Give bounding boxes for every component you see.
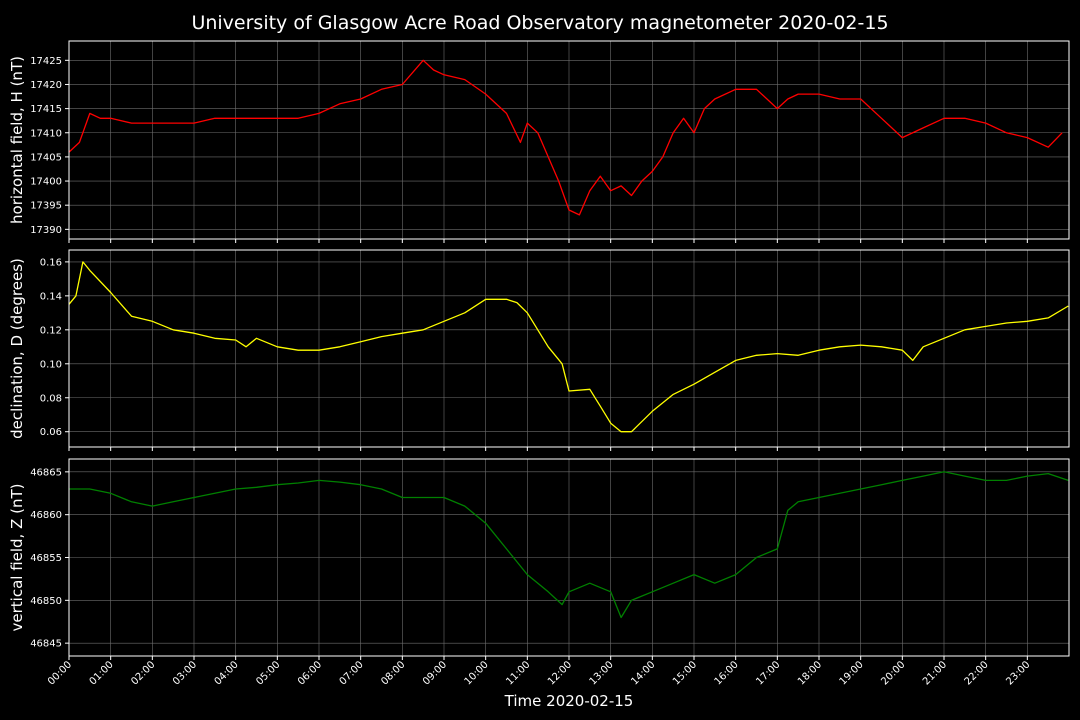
plot-frame <box>68 458 1070 657</box>
panels: 17390 17395 17400 17405 17410 17415 17420 17425… <box>8 40 1070 660</box>
series-line <box>69 471 1069 619</box>
x-tick-label: 20:00 <box>879 659 907 687</box>
y-tick-label: 17390 <box>30 225 62 236</box>
x-tick-label: 07:00 <box>338 659 366 687</box>
y-tick-label: 0.06 <box>40 427 62 438</box>
y-tick-label: 46845 <box>30 639 62 650</box>
y-tick-label: 17415 <box>30 104 62 115</box>
panel-1: 17390 17395 17400 17405 17410 17415 17420 17425… <box>8 40 1070 243</box>
x-tick-label: 12:00 <box>546 659 574 687</box>
x-tick-label: 08:00 <box>379 659 407 687</box>
x-axis-ticks: 00:00 01:00 02:00 03:00 04:00 05:00 06:00 07:00… <box>46 659 1032 687</box>
x-tick-label: 02:00 <box>129 659 157 687</box>
y-axis-label: vertical field, Z (nT) <box>8 483 26 631</box>
y-tick-label: 46865 <box>30 467 62 478</box>
x-tick-label: 19:00 <box>838 659 866 687</box>
series-line <box>68 59 1063 216</box>
y-tick-label: 17400 <box>30 177 62 188</box>
x-tick-label: 09:00 <box>421 659 449 687</box>
chart-title: University of Glasgow Acre Road Observat… <box>191 12 888 34</box>
y-tick-label: 17405 <box>30 152 62 163</box>
x-tick-label: 21:00 <box>921 659 949 687</box>
x-tick-label: 16:00 <box>713 659 741 687</box>
y-axis-label: horizontal field, H (nT) <box>8 56 26 224</box>
y-tick-label: 0.16 <box>40 257 62 268</box>
x-tick-label: 10:00 <box>463 659 491 687</box>
x-tick-label: 11:00 <box>504 659 532 687</box>
y-tick-label: 0.12 <box>40 325 62 336</box>
x-tick-label: 03:00 <box>171 659 199 687</box>
panel-3: 46845 46850 46855 46860 46865 vertical field,… <box>8 458 1070 660</box>
x-tick-label: 15:00 <box>671 659 699 687</box>
panel-2: 0.06 0.08 0.10 0.12 0.14 0.16 declination, D (… <box>8 249 1070 451</box>
y-tick-label: 0.14 <box>40 291 62 302</box>
x-tick-label: 18:00 <box>796 659 824 687</box>
x-tick-label: 17:00 <box>754 659 782 687</box>
y-tick-label: 17425 <box>30 56 62 67</box>
x-tick-label: 14:00 <box>629 659 657 687</box>
y-tick-label: 46855 <box>30 553 62 564</box>
x-tick-label: 22:00 <box>963 659 991 687</box>
x-tick-label: 23:00 <box>1004 659 1032 687</box>
series-line <box>68 261 1069 433</box>
y-tick-label: 46850 <box>30 596 62 607</box>
plot-frame <box>68 249 1070 448</box>
x-tick-label: 04:00 <box>213 659 241 687</box>
y-tick-label: 17395 <box>30 201 62 212</box>
x-tick-label: 06:00 <box>296 659 324 687</box>
y-tick-label: 0.10 <box>40 359 62 370</box>
y-tick-label: 46860 <box>30 510 62 521</box>
x-tick-label: 05:00 <box>254 659 282 687</box>
x-tick-label: 13:00 <box>588 659 616 687</box>
y-tick-label: 17410 <box>30 128 62 139</box>
plot-frame <box>68 40 1070 240</box>
y-tick-label: 0.08 <box>40 393 62 404</box>
x-axis-label: Time 2020-02-15 <box>504 692 634 710</box>
y-tick-label: 17420 <box>30 80 62 91</box>
x-tick-label: 00:00 <box>46 659 74 687</box>
y-axis-label: declination, D (degrees) <box>8 258 26 439</box>
x-tick-label: 01:00 <box>88 659 116 687</box>
